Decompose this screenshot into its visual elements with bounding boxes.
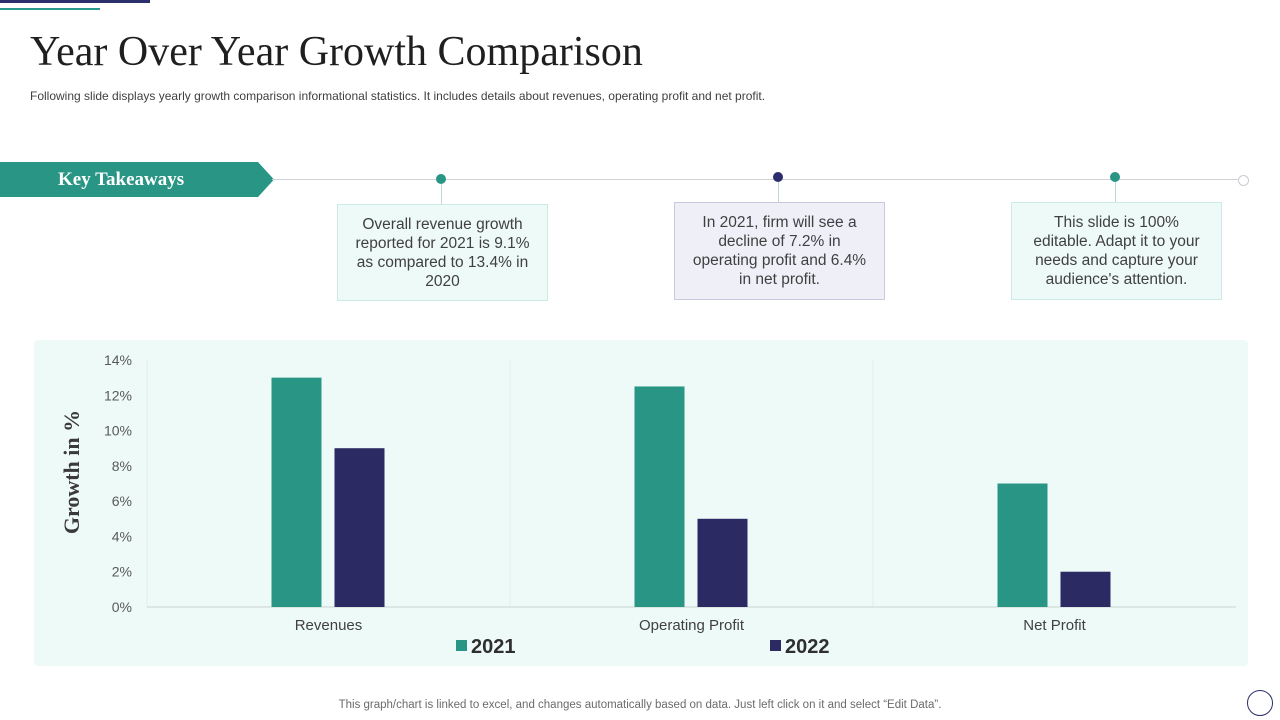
y-tick-label: 12%	[104, 387, 132, 403]
legend-label-2021: 2021	[471, 636, 516, 658]
page-title: Year Over Year Growth Comparison	[30, 29, 643, 75]
legend-swatch-2022	[770, 640, 781, 651]
y-axis-title: Growth in %	[59, 410, 84, 534]
timeline-dot-3	[1110, 172, 1120, 182]
bar-2021-operating-profit	[634, 386, 685, 607]
top-accent-line-secondary	[0, 8, 100, 10]
bar-2022-net-profit	[1060, 571, 1111, 607]
y-tick-label: 0%	[112, 599, 132, 615]
y-tick-label: 4%	[112, 528, 132, 544]
bar-2021-net-profit	[997, 483, 1048, 607]
top-accent-line	[0, 0, 150, 3]
y-tick-label: 6%	[112, 493, 132, 509]
bar-2022-operating-profit	[697, 518, 748, 607]
timeline-line	[272, 179, 1238, 180]
y-tick-label: 10%	[104, 423, 132, 439]
legend-label-2022: 2022	[785, 636, 830, 658]
timeline-dot-1	[436, 174, 446, 184]
legend-swatch-2021	[456, 640, 467, 651]
timeline-dot-2	[773, 172, 783, 182]
x-tick-label: Revenues	[295, 617, 363, 634]
bar-2021-revenues	[271, 377, 322, 607]
connector-2	[778, 182, 779, 202]
connector-3	[1115, 182, 1116, 202]
key-takeaways-label: Key Takeaways	[58, 169, 185, 190]
connector-1	[441, 184, 442, 204]
takeaway-box-3: This slide is 100% editable. Adapt it to…	[1011, 202, 1222, 300]
x-tick-label: Net Profit	[1023, 617, 1086, 634]
takeaway-text-3: This slide is 100% editable. Adapt it to…	[1033, 214, 1200, 288]
bar-2022-revenues	[334, 448, 385, 607]
timeline-end-dot	[1238, 175, 1249, 186]
takeaway-box-1: Overall revenue growth reported for 2021…	[337, 204, 548, 301]
page-subtitle: Following slide displays yearly growth c…	[30, 89, 766, 103]
y-tick-label: 8%	[112, 458, 132, 474]
takeaway-box-2: In 2021, firm will see a decline of 7.2%…	[674, 202, 885, 300]
footer-note: This graph/chart is linked to excel, and…	[338, 699, 942, 711]
y-tick-label: 2%	[112, 564, 132, 580]
y-tick-label: 14%	[104, 352, 132, 368]
x-tick-label: Operating Profit	[639, 617, 745, 634]
corner-circle-icon	[1247, 690, 1273, 716]
takeaway-text-2: In 2021, firm will see a decline of 7.2%…	[692, 214, 867, 288]
takeaway-text-1: Overall revenue growth reported for 2021…	[355, 215, 530, 290]
key-takeaways-banner: Key Takeaways	[0, 162, 274, 197]
